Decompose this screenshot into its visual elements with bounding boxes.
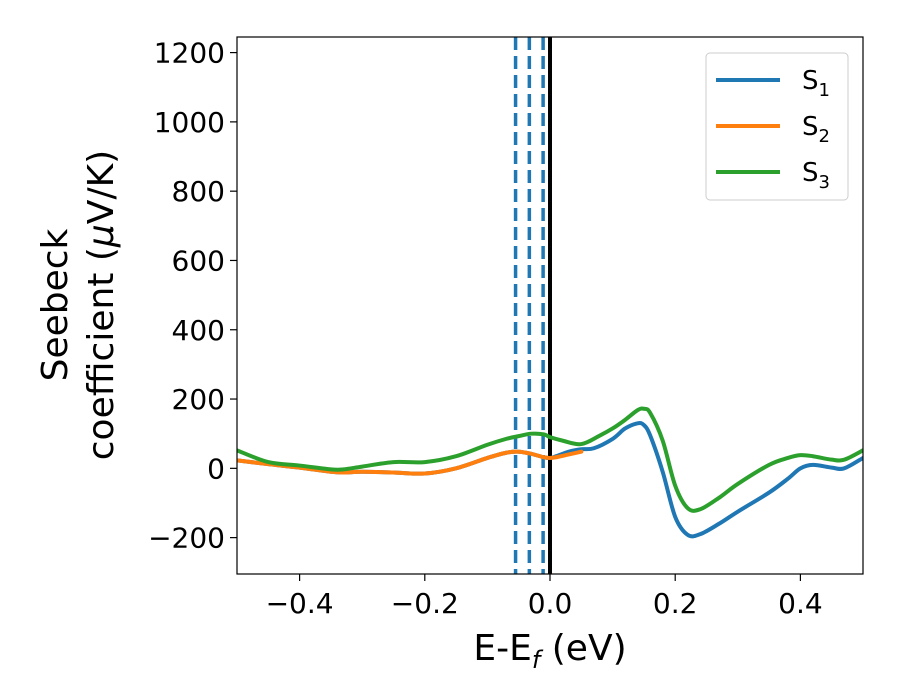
legend: S1 S2 S3 — [705, 52, 849, 201]
y-tick-label: 200 — [172, 383, 225, 416]
series-line-s2 — [237, 449, 584, 476]
x-tick-label: 0.0 — [528, 587, 573, 620]
legend-label-s3: S3 — [802, 158, 830, 193]
y-axis-ticks: −200 0 200 400 600 800 1000 1200 — [148, 37, 237, 555]
y-axis-title-line2: coefficient (μV/K) — [81, 150, 122, 460]
y-axis-title-mu: μ — [81, 224, 122, 248]
y-axis-title-line1: Seebeck — [35, 228, 76, 381]
y-tick-label: 800 — [172, 175, 225, 208]
y-tick-label: 1000 — [154, 106, 225, 139]
y-axis-title-unit: V/K) — [81, 150, 122, 224]
x-tick-label: 0.2 — [653, 587, 698, 620]
y-tick-label: 400 — [172, 314, 225, 347]
vertical-lines — [513, 37, 552, 574]
x-axis-title-unit: (eV) — [540, 628, 626, 669]
x-tick-label: −0.2 — [391, 587, 459, 620]
legend-label-s1: S1 — [802, 66, 830, 101]
y-axis-title: Seebeck coefficient (μV/K) — [35, 150, 122, 460]
y-tick-label: 1200 — [154, 37, 225, 70]
series-line-s3 — [237, 406, 863, 513]
x-axis-title: E-Ef (eV) — [473, 628, 626, 674]
legend-label-s2: S2 — [802, 112, 830, 147]
y-tick-label: −200 — [148, 522, 225, 555]
x-tick-label: 0.4 — [778, 587, 823, 620]
y-tick-label: 0 — [207, 452, 225, 485]
y-tick-label: 600 — [172, 244, 225, 277]
series-lines — [237, 406, 863, 539]
x-axis-ticks: −0.4 −0.2 0.0 0.2 0.4 — [266, 574, 823, 620]
x-tick-label: −0.4 — [266, 587, 334, 620]
